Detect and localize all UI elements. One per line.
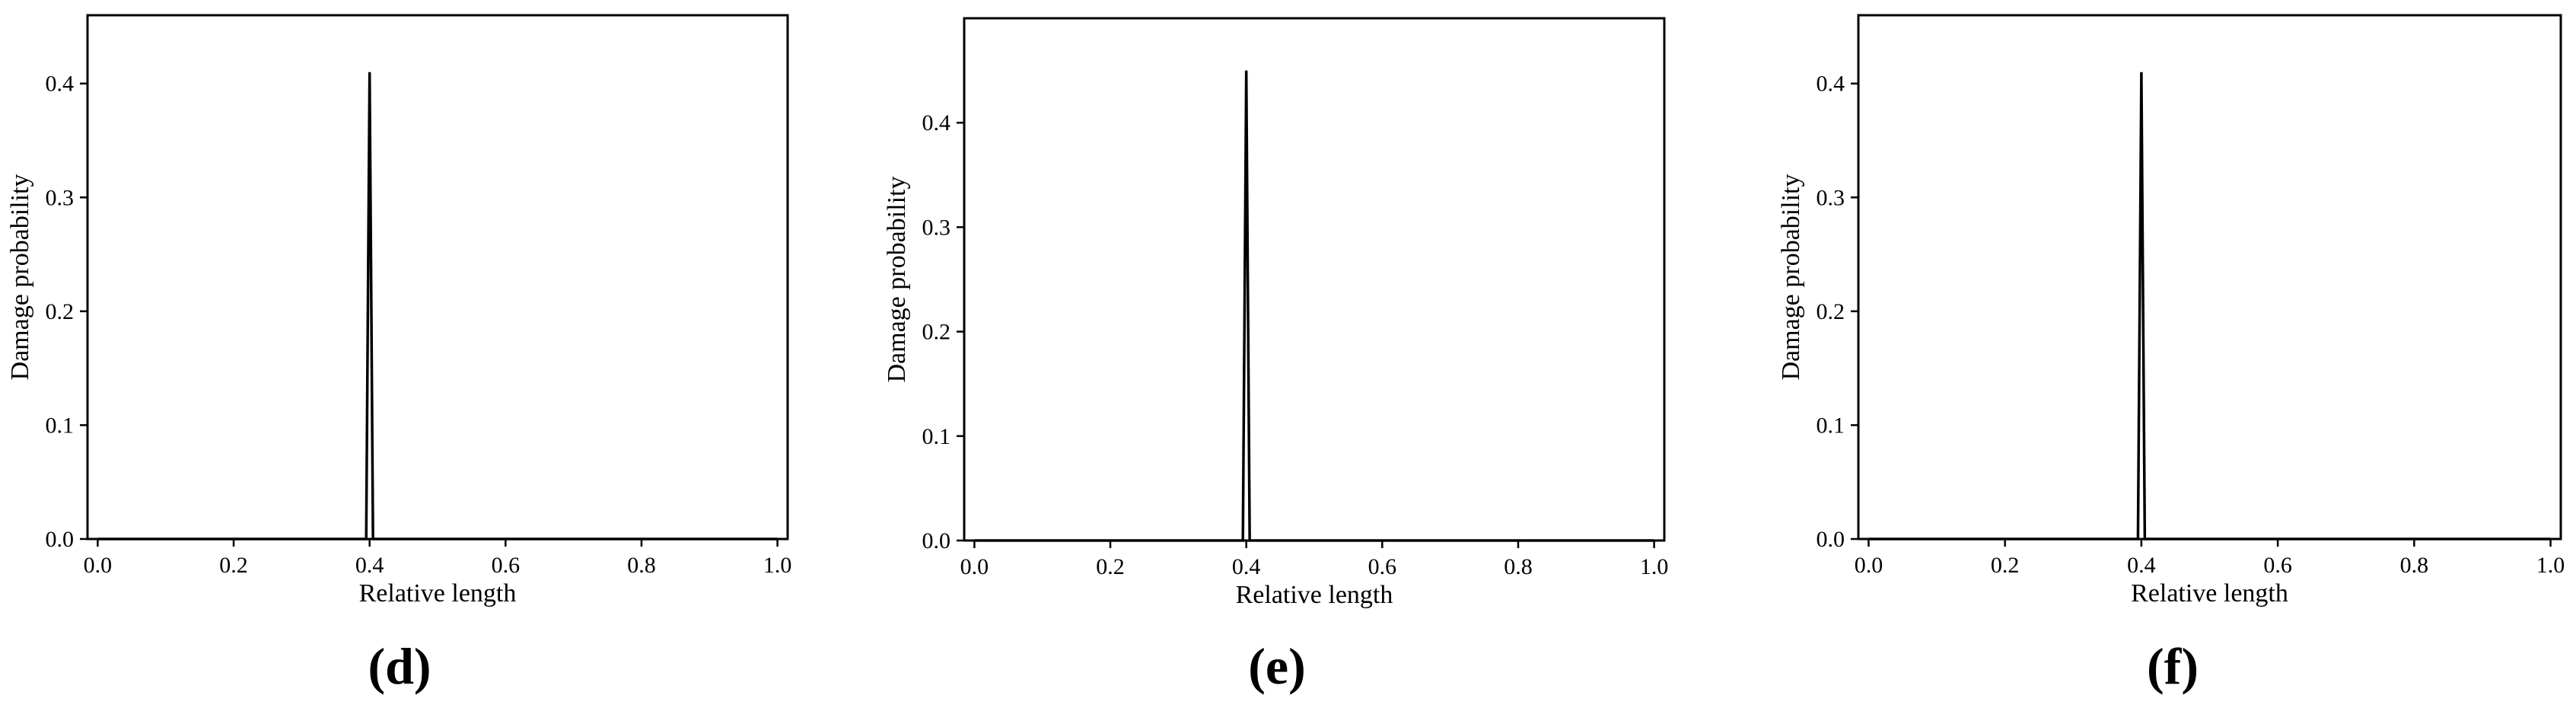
x-tick-label: 1.0	[763, 553, 792, 578]
x-tick-label: 1.0	[2536, 553, 2565, 578]
x-tick-label: 0.4	[1232, 554, 1261, 579]
data-series-line	[1868, 72, 2551, 541]
y-tick-label: 0.2	[1817, 299, 1845, 324]
y-tick-label: 0.2	[922, 320, 951, 345]
y-tick-label: 0.3	[922, 215, 951, 240]
x-axis-label: Relative length	[1236, 581, 1393, 609]
x-tick-label: 0.0	[84, 553, 113, 578]
x-tick-label: 0.8	[1504, 554, 1533, 579]
plot-frame	[963, 17, 1666, 542]
x-axis-label: Relative length	[359, 579, 517, 608]
x-tick-label: 0.4	[355, 553, 384, 578]
x-tick-label: 0.2	[219, 553, 248, 578]
y-tick-label: 0.4	[46, 72, 75, 97]
x-tick-label: 0.0	[1855, 553, 1883, 578]
y-axis-label: Damage probability	[6, 174, 34, 381]
x-axis-label: Relative length	[2131, 579, 2288, 608]
x-tick-label: 0.6	[492, 553, 521, 578]
y-tick-label: 0.1	[1817, 413, 1845, 438]
x-tick-label: 0.0	[960, 554, 989, 579]
plot-frame	[1857, 14, 2562, 541]
y-tick-label: 0.1	[46, 413, 75, 438]
chart-panel-e: (e) Relative length Damage probability 0…	[883, 17, 1669, 695]
data-series-line	[974, 70, 1654, 542]
y-tick-label: 0.2	[46, 299, 75, 324]
y-axis-label: Damage probability	[1777, 174, 1805, 381]
x-tick-label: 0.8	[627, 553, 656, 578]
y-axis-label: Damage probability	[883, 177, 911, 383]
y-tick-label: 0.0	[922, 528, 951, 553]
x-tick-label: 0.6	[1368, 554, 1397, 579]
y-tick-label: 0.3	[1817, 185, 1845, 210]
x-tick-label: 0.8	[2400, 553, 2429, 578]
y-tick-label: 0.0	[46, 527, 75, 552]
panel-label: (f)	[2147, 637, 2199, 695]
chart-panel-f: (f) Relative length Damage probability 0…	[1777, 14, 2565, 695]
y-tick-label: 0.0	[1817, 527, 1845, 552]
chart-panel-d: (d) Relative length Damage probability 0…	[6, 14, 792, 695]
plot-frame	[86, 14, 789, 541]
x-tick-label: 0.4	[2127, 553, 2156, 578]
y-tick-label: 0.4	[922, 110, 951, 136]
panel-label: (d)	[368, 637, 431, 695]
x-tick-label: 1.0	[1640, 554, 1669, 579]
data-series-line	[97, 72, 778, 541]
y-tick-label: 0.4	[1817, 72, 1845, 97]
x-tick-label: 0.2	[1096, 554, 1125, 579]
panel-label: (e)	[1248, 637, 1305, 695]
x-tick-label: 0.6	[2263, 553, 2292, 578]
x-tick-label: 0.2	[1991, 553, 2020, 578]
y-tick-label: 0.3	[46, 185, 75, 210]
y-tick-label: 0.1	[922, 424, 951, 449]
